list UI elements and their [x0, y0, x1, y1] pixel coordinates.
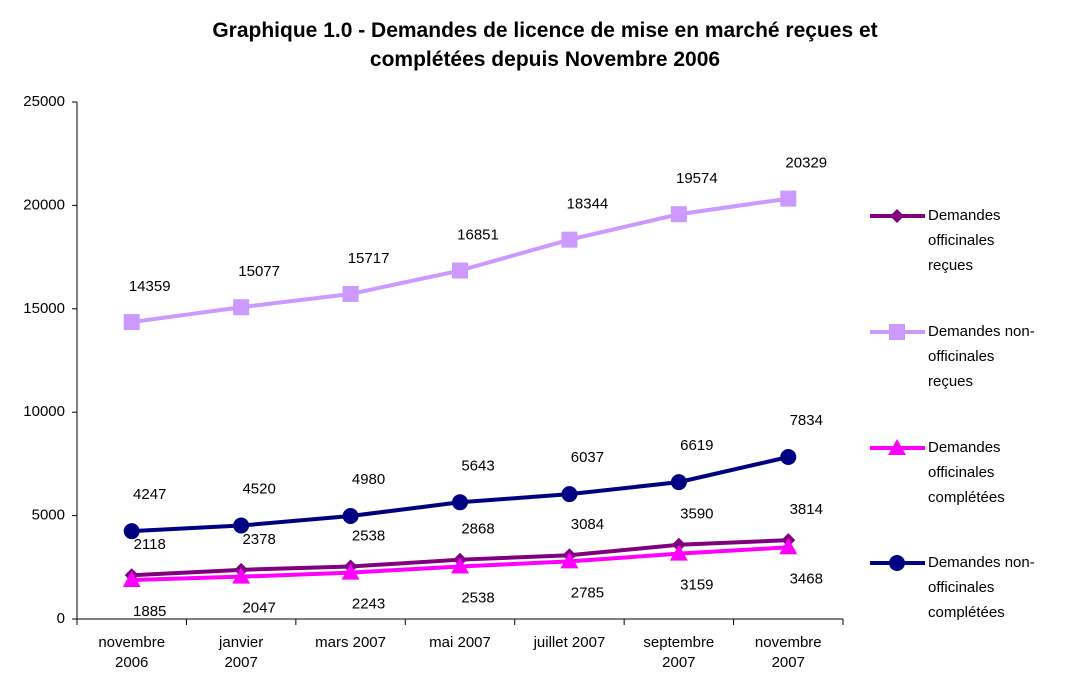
data-label: 3084 — [571, 516, 604, 533]
marker — [889, 555, 905, 571]
marker — [122, 571, 141, 588]
data-label: 4980 — [352, 471, 385, 488]
marker — [889, 324, 905, 340]
marker — [233, 299, 250, 316]
x-tick-label: mai 2007 — [429, 634, 491, 651]
data-label: 2538 — [352, 527, 385, 544]
data-label: 3814 — [790, 501, 823, 518]
marker — [342, 285, 359, 302]
marker — [451, 557, 469, 574]
x-tick-label: mars 2007 — [315, 634, 386, 651]
data-label: 18344 — [567, 196, 609, 213]
data-label: 19574 — [676, 170, 718, 187]
data-label: 20329 — [785, 155, 827, 172]
marker — [888, 439, 906, 455]
x-tick-label: janvier 2007 — [219, 634, 264, 671]
data-label: 6619 — [680, 437, 713, 454]
data-label: 2243 — [352, 596, 385, 613]
x-tick-label: juillet 2007 — [533, 634, 606, 651]
marker — [452, 494, 468, 511]
marker — [341, 563, 360, 580]
marker — [342, 508, 359, 525]
marker — [232, 567, 251, 584]
marker — [670, 474, 687, 491]
y-tick-label: 15000 — [23, 300, 65, 317]
data-label: 2868 — [461, 521, 494, 538]
y-tick-label: 20000 — [23, 196, 65, 213]
marker — [123, 314, 140, 331]
y-tick-label: 0 — [57, 610, 65, 627]
data-label: 16851 — [457, 226, 499, 243]
data-label: 2378 — [242, 531, 275, 548]
marker — [561, 231, 578, 248]
series-line — [131, 196, 789, 325]
data-label: 15077 — [238, 263, 280, 280]
data-label: 3159 — [680, 577, 713, 594]
data-label: 5643 — [461, 457, 494, 474]
x-tick-label: septembre 2007 — [643, 634, 715, 671]
data-label: 14359 — [129, 278, 171, 295]
marker — [779, 538, 798, 555]
marker — [560, 552, 579, 569]
marker — [780, 448, 797, 465]
data-label: 1885 — [133, 603, 166, 620]
legend-label: Demandes non-officinales reçues — [928, 323, 1035, 390]
data-label: 2118 — [134, 536, 166, 553]
marker — [561, 486, 578, 503]
data-label: 2538 — [461, 589, 494, 606]
y-tick-label: 5000 — [32, 507, 65, 524]
marker — [780, 190, 797, 207]
marker — [890, 209, 904, 223]
x-tick-label: novembre 2006 — [98, 634, 166, 671]
legend-label: Demandes officinales complétées — [928, 439, 1005, 506]
data-label: 4247 — [133, 486, 166, 503]
marker — [669, 544, 688, 561]
data-label: 6037 — [571, 449, 604, 466]
marker — [123, 523, 140, 540]
marker — [452, 262, 468, 279]
chart-title: Graphique 1.0 - Demandes de licence de m… — [212, 19, 878, 71]
x-tick-label: novembre 2007 — [754, 634, 822, 671]
data-label: 2785 — [571, 584, 604, 601]
data-label: 3590 — [680, 506, 713, 523]
y-tick-label: 25000 — [23, 93, 65, 110]
data-label: 3468 — [790, 570, 823, 587]
y-tick-label: 10000 — [23, 403, 65, 420]
marker — [233, 517, 250, 534]
data-label: 4520 — [242, 480, 275, 497]
legend-label: Demandes non-officinales complétées — [928, 554, 1035, 621]
legend-label: Demandes officinales reçues — [928, 207, 1001, 274]
data-label: 2047 — [242, 600, 275, 617]
marker — [670, 206, 687, 223]
data-label: 7834 — [790, 412, 823, 429]
data-label: 15717 — [348, 250, 390, 267]
